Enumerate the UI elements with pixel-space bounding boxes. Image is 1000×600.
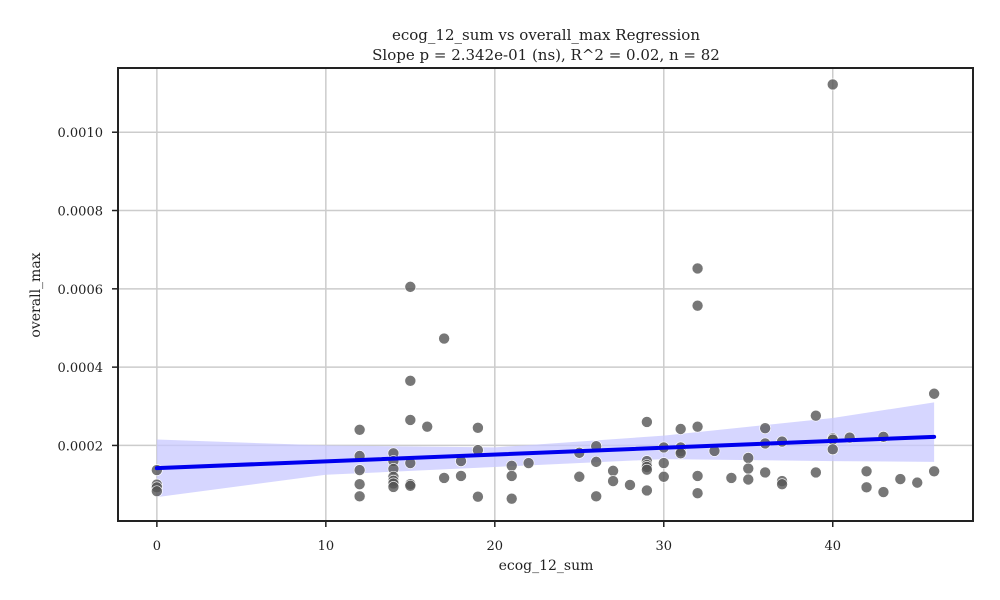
data-point-22 — [421, 420, 434, 433]
data-point-39 — [607, 465, 619, 477]
data-point-71 — [810, 409, 822, 422]
y-tick-label-2: 0.0006 — [58, 283, 104, 298]
data-point-33 — [522, 457, 535, 469]
data-point-54 — [674, 447, 687, 460]
data-point-3 — [151, 485, 163, 498]
x-axis-label: ecog_12_sum — [499, 558, 594, 574]
data-point-58 — [691, 470, 704, 482]
chart-subtitle: Slope p = 2.342e-01 (ns), R^2 = 0.02, n … — [372, 46, 720, 64]
data-point-35 — [573, 470, 586, 483]
regression-line-group — [154, 434, 937, 471]
y-tick-label-0: 0.0002 — [58, 439, 104, 454]
data-point-62 — [742, 452, 755, 464]
data-point-59 — [691, 487, 704, 500]
data-point-15 — [387, 481, 400, 493]
data-point-26 — [455, 470, 467, 482]
data-point-38 — [590, 490, 602, 503]
data-point-81 — [877, 486, 890, 498]
data-point-79 — [860, 481, 873, 494]
data-point-16 — [404, 281, 417, 293]
data-point-24 — [438, 472, 450, 484]
data-point-50 — [657, 470, 670, 483]
data-point-27 — [472, 422, 484, 434]
y-tick-label-3: 0.0008 — [58, 205, 104, 220]
x-axis-ticks: 0 10 20 30 40 — [153, 521, 841, 554]
data-point-57 — [691, 420, 704, 433]
data-point-37 — [590, 456, 602, 468]
data-point-63 — [742, 462, 755, 475]
data-point-46 — [641, 463, 653, 476]
data-point-31 — [505, 470, 518, 482]
data-point-29 — [472, 490, 484, 503]
data-point-23 — [438, 332, 450, 345]
scatter-points — [151, 78, 940, 505]
data-point-7 — [353, 478, 366, 490]
data-point-61 — [725, 472, 738, 484]
x-tick-label-3: 30 — [656, 539, 673, 554]
data-point-64 — [742, 473, 755, 486]
data-point-55 — [691, 262, 704, 275]
x-tick-label-2: 20 — [487, 539, 504, 554]
data-point-76 — [826, 443, 839, 456]
confidence-band-area — [156, 402, 935, 498]
data-point-21 — [404, 479, 417, 492]
data-point-84 — [928, 387, 940, 400]
y-axis-label: overall_max — [28, 252, 44, 337]
data-point-42 — [641, 416, 653, 428]
plot-frame — [117, 67, 974, 522]
data-point-49 — [657, 457, 670, 469]
data-point-51 — [674, 423, 687, 435]
data-point-78 — [860, 465, 873, 478]
y-axis-ticks: 0.0002 0.0004 0.0006 0.0008 0.0010 — [58, 126, 118, 454]
data-point-17 — [404, 375, 417, 387]
x-tick-label-4: 40 — [824, 539, 841, 554]
data-point-65 — [759, 422, 771, 435]
data-point-83 — [911, 476, 924, 489]
data-point-85 — [928, 465, 940, 478]
data-point-8 — [353, 490, 366, 503]
data-point-6 — [353, 464, 366, 476]
y-tick-label-1: 0.0004 — [58, 361, 104, 376]
data-point-47 — [641, 484, 653, 497]
data-point-82 — [894, 473, 907, 485]
x-tick-label-0: 0 — [153, 539, 161, 554]
data-point-40 — [607, 475, 619, 487]
chart-title: ecog_12_sum vs overall_max Regression — [392, 26, 700, 44]
data-point-4 — [353, 423, 366, 436]
data-point-32 — [505, 492, 518, 505]
data-point-18 — [404, 414, 417, 426]
data-point-30 — [505, 459, 518, 472]
data-point-56 — [691, 299, 704, 312]
regression-line — [154, 434, 937, 471]
x-tick-label-1: 10 — [318, 539, 335, 554]
data-point-72 — [810, 466, 822, 479]
data-point-41 — [624, 479, 636, 491]
confidence-band — [156, 402, 935, 498]
y-tick-label-4: 0.0010 — [58, 126, 104, 141]
data-point-70 — [776, 478, 788, 490]
data-point-73 — [826, 78, 839, 91]
data-point-67 — [759, 466, 771, 479]
